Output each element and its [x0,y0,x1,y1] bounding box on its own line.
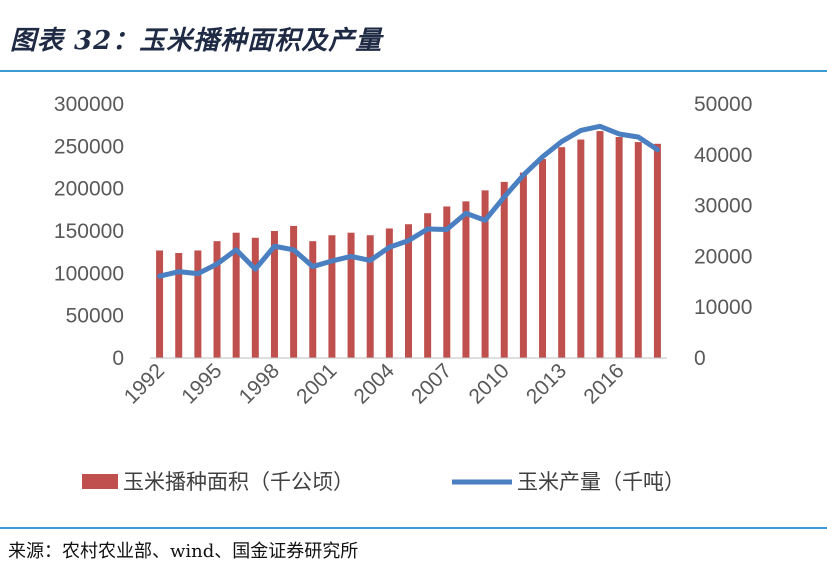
area-bar [462,201,470,358]
area-bar [156,250,164,358]
area-bar [424,213,432,358]
left-tick-label: 200000 [54,178,124,201]
legend-swatch-area [82,474,118,489]
right-tick-label: 40000 [694,144,752,167]
area-bar [347,232,355,358]
x-tick-label: 2016 [579,359,628,408]
right-tick-label: 10000 [694,296,752,319]
area-bars [156,131,661,358]
x-axis-ticks: 1992 1995 1998 2001 2004 2007 2010 2013 2016 [120,359,629,409]
right-tick-label: 50000 [694,93,752,116]
chart: 0 50000 100000 150000 200000 250000 300000 0 10… [54,93,752,494]
legend: 玉米播种面积（千公顷） 玉米产量（千吨） [82,470,685,494]
area-bar [634,142,642,358]
area-bar [500,181,508,358]
production-line [157,123,660,279]
area-bar [653,143,661,358]
legend-label-area: 玉米播种面积（千公顷） [123,470,354,494]
area-bar [615,137,623,358]
footer-divider [0,527,827,529]
area-bar [366,235,374,358]
right-tick-label: 0 [694,347,706,370]
x-tick-label: 2010 [464,359,513,408]
right-axis-ticks: 0 10000 20000 30000 40000 50000 [694,93,752,370]
area-bar [385,228,393,358]
area-bar [213,241,221,358]
area-bar [405,224,412,358]
title-divider [0,70,827,72]
left-tick-label: 0 [112,347,124,370]
right-tick-label: 30000 [694,195,752,218]
figure-title: 图表 32：玉米播种面积及产量 [10,26,383,56]
legend-label-production: 玉米产量（千吨） [517,470,685,494]
area-bar [558,147,566,358]
source-note: 来源：农村农业部、wind、国金证券研究所 [8,541,359,562]
left-axis-ticks: 0 50000 100000 150000 200000 250000 300000 [54,93,124,370]
left-tick-label: 250000 [54,135,124,158]
area-bar [232,232,240,358]
area-bar [596,131,604,358]
left-tick-label: 100000 [54,262,124,285]
left-tick-label: 50000 [66,305,124,328]
x-tick-label: 2013 [522,359,571,408]
area-bar [309,241,317,358]
area-bar [577,139,585,358]
left-tick-label: 150000 [54,220,124,243]
x-tick-label: 2004 [350,359,400,409]
x-tick-label: 2001 [292,359,341,408]
x-tick-label: 1995 [177,359,226,408]
area-bar [328,235,336,358]
right-tick-label: 20000 [694,245,752,268]
area-bar [290,225,298,358]
area-bar [251,237,259,358]
area-bar [194,250,202,358]
x-tick-label: 2007 [407,359,456,408]
area-bar [175,253,183,358]
area-bar [443,206,451,358]
area-bar [539,159,547,358]
x-tick-label: 1992 [120,359,169,408]
area-bar [481,190,489,358]
left-tick-label: 300000 [54,93,124,116]
x-tick-label: 1998 [235,359,284,408]
area-bar [270,231,278,358]
area-bar [519,172,527,358]
